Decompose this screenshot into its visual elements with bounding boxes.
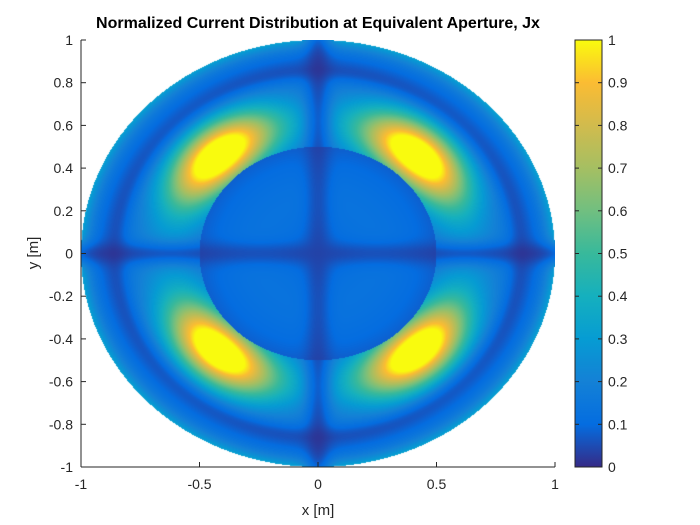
y-tick-label: 0 xyxy=(65,246,73,262)
y-tick-label: -0.8 xyxy=(49,416,73,432)
y-tick-label: 0.6 xyxy=(54,117,74,133)
y-tick-label: 0.4 xyxy=(54,160,74,176)
y-ticks: 1 0.8 0.6 0.4 0.2 0 -0.2 -0.4 -0.6 -0.8 -1 xyxy=(49,32,86,475)
colorbar-tick-label: 0.3 xyxy=(608,331,628,347)
colorbar-tick-label: 0.5 xyxy=(608,246,628,262)
aperture-heatmap xyxy=(81,40,555,467)
y-tick-label: -0.2 xyxy=(49,288,73,304)
y-tick-label: -0.6 xyxy=(49,374,73,390)
colorbar-tick-label: 0.8 xyxy=(608,117,628,133)
x-tick-label: 0 xyxy=(314,476,322,492)
x-tick-label: -1 xyxy=(75,476,88,492)
y-tick-label: -1 xyxy=(61,459,74,475)
colorbar-tick-label: 0.2 xyxy=(608,374,628,390)
chart-title: Normalized Current Distribution at Equiv… xyxy=(96,15,540,32)
x-tick-label: 0.5 xyxy=(427,476,447,492)
colorbar-ticks: 1 0.9 0.8 0.7 0.6 0.5 0.4 0.3 0.2 0.1 0 xyxy=(575,32,628,475)
colorbar-tick-label: 1 xyxy=(608,32,616,48)
colorbar-tick-label: 0 xyxy=(608,459,616,475)
y-tick-label: 1 xyxy=(65,32,73,48)
x-tick-label: -0.5 xyxy=(187,476,211,492)
x-tick-label: 1 xyxy=(551,476,559,492)
colorbar: 1 0.9 0.8 0.7 0.6 0.5 0.4 0.3 0.2 0.1 0 xyxy=(574,32,628,475)
colorbar-tick-label: 0.9 xyxy=(608,75,628,91)
colorbar-gradient xyxy=(574,39,603,468)
colorbar-tick-label: 0.1 xyxy=(608,416,628,432)
plot-area: -1 -0.5 0 0.5 1 1 0.8 0.6 0.4 0.2 0 -0.2 -0.4 -0.6 -0… xyxy=(49,32,559,492)
x-ticks: -1 -0.5 0 0.5 1 xyxy=(75,462,559,492)
y-tick-label: 0.8 xyxy=(54,75,74,91)
colorbar-tick-label: 0.4 xyxy=(608,288,628,304)
y-axis-label: y [m] xyxy=(25,237,42,270)
y-tick-label: -0.4 xyxy=(49,331,73,347)
x-axis-label: x [m] xyxy=(302,502,335,519)
y-tick-label: 0.2 xyxy=(54,203,74,219)
colorbar-tick-label: 0.6 xyxy=(608,203,628,219)
colorbar-tick-label: 0.7 xyxy=(608,160,628,176)
